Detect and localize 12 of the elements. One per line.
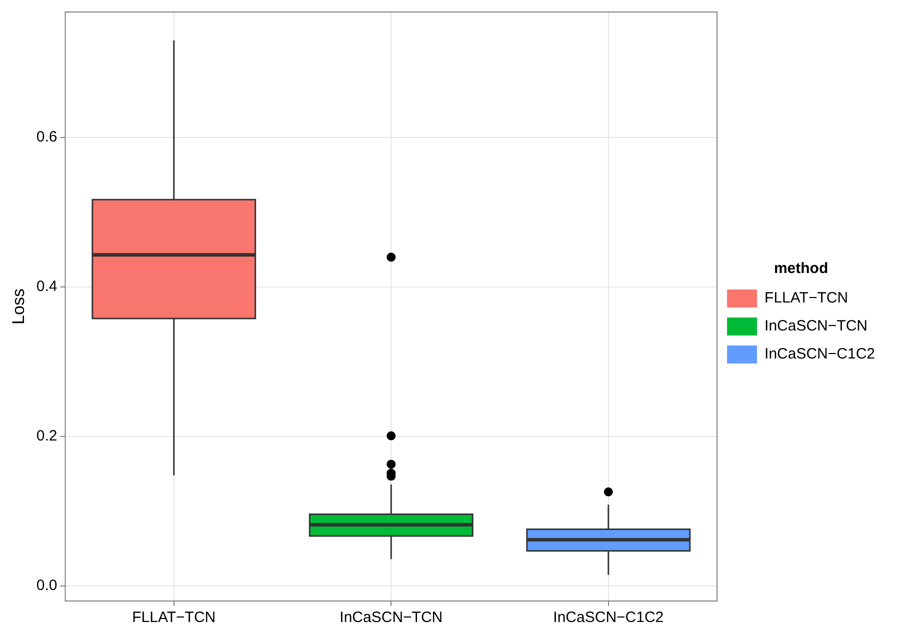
y-tick-label: 0.4 <box>36 278 58 296</box>
y-tick-label: 0.0 <box>36 577 58 594</box>
legend-label: InCaSCN−TCN <box>764 318 868 335</box>
legend-title: method <box>774 260 828 278</box>
x-tick-label: InCaSCN−C1C2 <box>553 609 664 626</box>
legend-label: InCaSCN−C1C2 <box>764 346 876 363</box>
x-tick-label: FLLAT−TCN <box>132 609 216 626</box>
legend-label: FLLAT−TCN <box>764 290 848 307</box>
x-tick-label: InCaSCN−TCN <box>340 609 443 626</box>
y-tick-label: 0.6 <box>36 128 58 146</box>
y-axis-title: Loss <box>8 288 28 324</box>
y-tick-label: 0.2 <box>36 428 58 445</box>
